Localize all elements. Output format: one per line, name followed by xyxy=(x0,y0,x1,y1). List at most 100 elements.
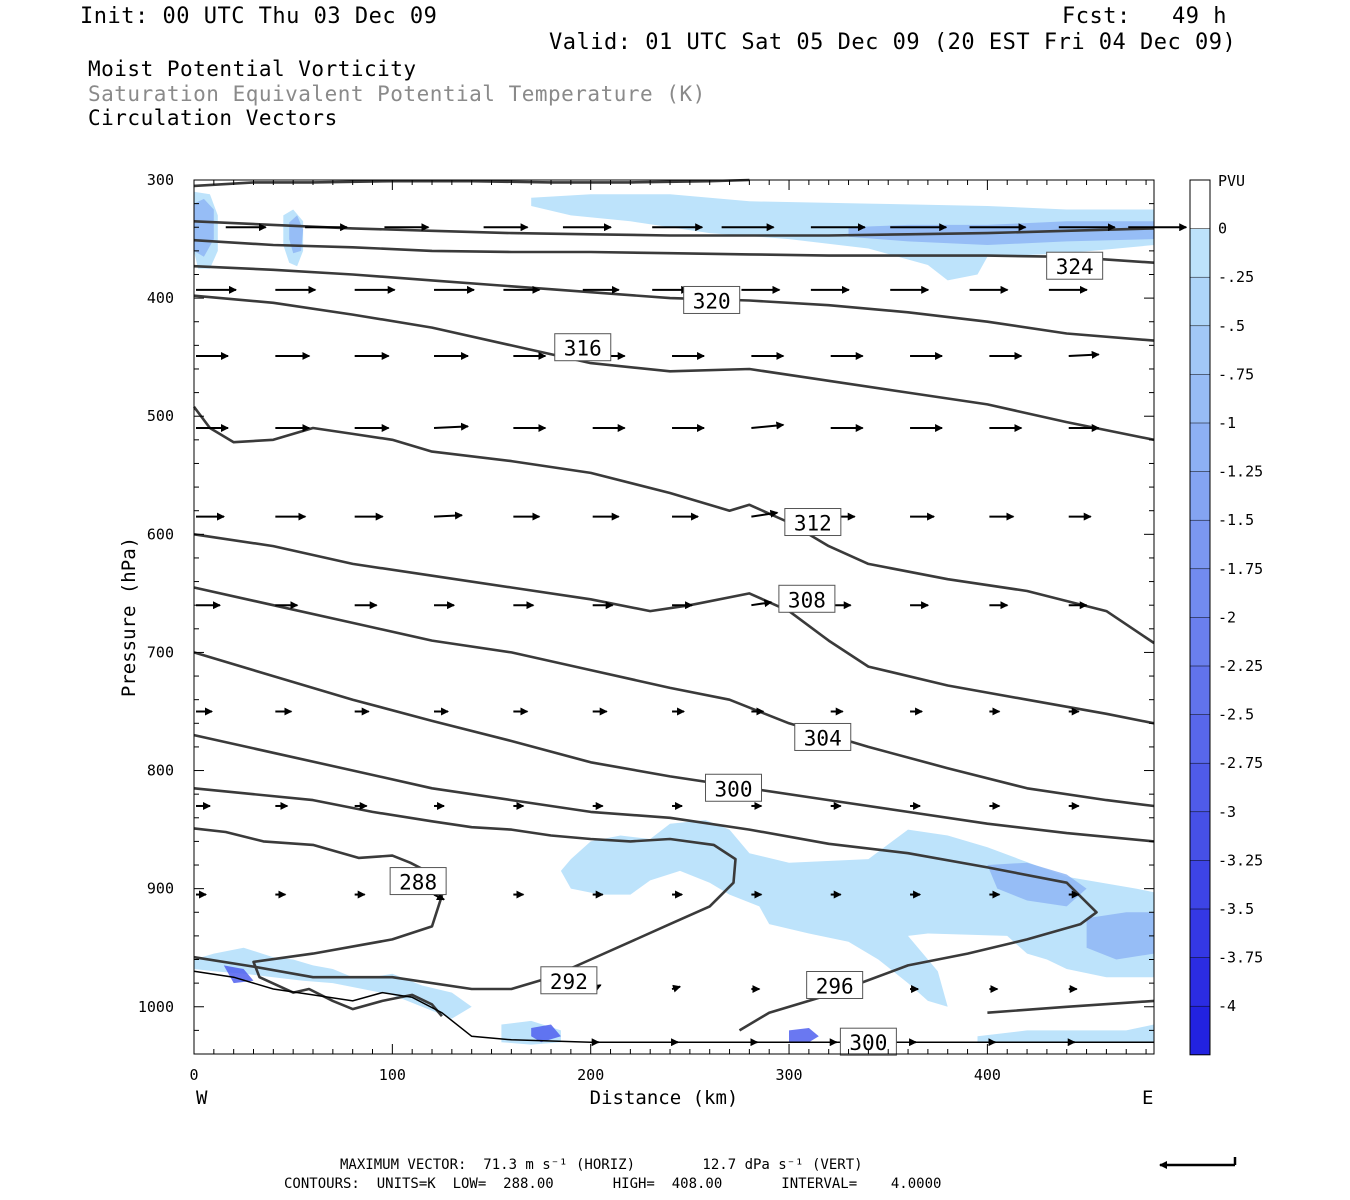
theta-es-contour-308 xyxy=(193,533,1155,725)
field-title-theta-es: Saturation Equivalent Potential Temperat… xyxy=(88,82,706,106)
contour-label-316: 316 xyxy=(564,337,602,361)
pv-region-dark xyxy=(789,1028,819,1043)
theta-es-contour-328 xyxy=(193,220,1155,237)
colorbar-label: -3.25 xyxy=(1218,851,1263,869)
colorbar-label: -4 xyxy=(1218,997,1236,1015)
colorbar-label: -3.75 xyxy=(1218,949,1263,967)
field-title-mpv: Moist Potential Vorticity xyxy=(88,57,417,81)
theta-es-contour-296 xyxy=(193,733,1098,1032)
contour-label-288: 288 xyxy=(399,871,437,895)
circulation-vector xyxy=(433,892,445,901)
contour-info-note: CONTOURS: UNITS=K LOW= 288.00 HIGH= 408.… xyxy=(284,1176,942,1192)
y-tick-label: 700 xyxy=(147,643,174,661)
colorbar-label: -.25 xyxy=(1218,268,1254,286)
theta-es-contour-300 xyxy=(193,651,1155,843)
colorbar-label: -1.25 xyxy=(1218,463,1263,481)
circulation-vector xyxy=(1068,350,1100,359)
contour-label-box xyxy=(389,867,447,896)
colorbar-swatch xyxy=(1190,423,1210,472)
max-vector-note: MAXIMUM VECTOR: 71.3 m s⁻¹ (HORIZ) 12.7 … xyxy=(340,1157,863,1173)
contour-label-324: 324 xyxy=(1056,255,1094,279)
x-tick-label: 100 xyxy=(379,1066,406,1084)
contour-label-box xyxy=(784,508,842,537)
colorbar-swatch xyxy=(1190,228,1210,278)
colorbar-swatch xyxy=(1190,714,1210,764)
colorbar-label: -2.5 xyxy=(1218,706,1254,724)
x-axis-title: Distance (km) xyxy=(590,1087,739,1109)
y-tick-label: 900 xyxy=(147,880,174,898)
circulation-vector xyxy=(433,422,470,431)
east-label: E xyxy=(1142,1087,1153,1109)
y-tick-label: 300 xyxy=(147,171,174,189)
contour-label-308: 308 xyxy=(788,588,826,612)
colorbar-swatch xyxy=(1190,957,1210,1007)
colorbar-swatch xyxy=(1190,568,1210,618)
colorbar-label: -1.75 xyxy=(1218,560,1263,578)
contour-label-box xyxy=(683,285,741,314)
forecast-hour: Fcst: 49 h xyxy=(1062,4,1227,29)
colorbar-label: -1 xyxy=(1218,414,1236,432)
colorbar-swatch xyxy=(1190,471,1210,521)
contour-label-312: 312 xyxy=(794,512,832,536)
contour-label-292: 292 xyxy=(550,970,588,994)
theta-es-contour-288 xyxy=(193,827,444,1018)
colorbar-swatch xyxy=(1190,180,1210,229)
colorbar-label: -3.5 xyxy=(1218,900,1254,918)
colorbar-swatch xyxy=(1190,325,1210,375)
colorbar-swatch xyxy=(1190,520,1210,569)
contour-label-300: 300 xyxy=(715,777,753,801)
y-tick-label: 400 xyxy=(147,289,174,307)
colorbar-label: -.75 xyxy=(1218,365,1254,383)
contour-label-box xyxy=(1046,251,1104,280)
contour-label-box xyxy=(794,722,852,751)
plot-frame xyxy=(193,179,1155,1055)
field-title-vectors: Circulation Vectors xyxy=(88,106,338,130)
theta-es-contour-316 xyxy=(193,294,1155,442)
theta-es-contour-304 xyxy=(193,586,1155,808)
colorbar-title: PVU xyxy=(1218,172,1245,190)
circulation-vector xyxy=(671,984,681,993)
x-tick-label: 400 xyxy=(974,1066,1001,1084)
contour-label-box xyxy=(540,966,598,995)
circulation-vector xyxy=(751,599,773,608)
y-tick-label: 1000 xyxy=(138,998,174,1016)
x-tick-label: 300 xyxy=(775,1066,802,1084)
init-time: Init: 00 UTC Thu 03 Dec 09 xyxy=(80,4,438,29)
colorbar-swatch xyxy=(1190,374,1210,423)
pv-region-mid xyxy=(987,862,1087,907)
contour-label-box xyxy=(778,584,836,613)
y-tick-label: 500 xyxy=(147,407,174,425)
theta-es-contour-292 xyxy=(193,787,737,991)
contour-label-box xyxy=(806,970,864,999)
west-label: W xyxy=(196,1087,208,1109)
colorbar-swatch xyxy=(1190,617,1210,666)
contour-label-box xyxy=(705,773,763,802)
colorbar-label: -.5 xyxy=(1218,317,1245,335)
colorbar-swatch xyxy=(1190,909,1210,958)
circulation-vector xyxy=(751,509,779,518)
colorbar-label: -2.25 xyxy=(1218,657,1263,675)
colorbar-label: 0 xyxy=(1218,220,1227,238)
colorbar-label: -2 xyxy=(1218,608,1236,626)
colorbar-label: -3 xyxy=(1218,803,1236,821)
y-tick-label: 600 xyxy=(147,525,174,543)
contour-label-296: 296 xyxy=(816,974,854,998)
x-tick-label: 0 xyxy=(189,1066,198,1084)
colorbar-swatch xyxy=(1190,860,1210,909)
colorbar-label: -1.5 xyxy=(1218,511,1254,529)
theta-es-contour-324 xyxy=(193,238,1155,264)
colorbar-swatch xyxy=(1190,811,1210,861)
pv-region-mid xyxy=(1086,912,1154,960)
pv-region-dark xyxy=(531,1024,561,1043)
contour-label-320: 320 xyxy=(693,289,731,313)
theta-es-contour-312 xyxy=(192,406,1155,645)
x-tick-label: 200 xyxy=(577,1066,604,1084)
contour-label-box xyxy=(554,333,612,362)
colorbar-swatch xyxy=(1190,666,1210,715)
colorbar-swatch xyxy=(1190,763,1210,812)
colorbar-swatch xyxy=(1190,277,1210,326)
y-tick-label: 800 xyxy=(147,762,174,780)
circulation-vector xyxy=(433,511,464,520)
pv-region-light xyxy=(977,1024,1154,1043)
